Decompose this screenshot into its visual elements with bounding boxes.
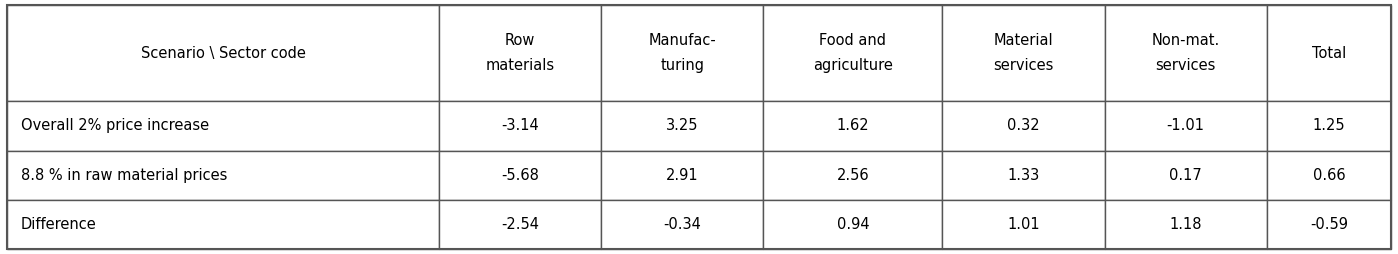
Text: 1.33: 1.33 [1008, 168, 1040, 183]
Bar [1104, 200, 1267, 249]
Bar [942, 101, 1104, 151]
Bar [942, 200, 1104, 249]
Text: -3.14: -3.14 [502, 118, 540, 134]
Text: 3.25: 3.25 [665, 118, 699, 134]
Text: -0.59: -0.59 [1310, 217, 1348, 232]
Bar [7, 101, 439, 151]
Text: 2.56: 2.56 [836, 168, 870, 183]
Text: 1.62: 1.62 [836, 118, 870, 134]
Bar [763, 5, 942, 101]
Text: Overall 2% price increase: Overall 2% price increase [21, 118, 210, 134]
Text: -0.34: -0.34 [664, 217, 702, 232]
Bar [763, 101, 942, 151]
Bar [601, 5, 763, 101]
Bar [1267, 151, 1391, 200]
Bar [1104, 101, 1267, 151]
Text: Food and
agriculture: Food and agriculture [812, 34, 893, 73]
Text: 0.94: 0.94 [836, 217, 870, 232]
Text: 1.25: 1.25 [1313, 118, 1345, 134]
Text: Scenario \ Sector code: Scenario \ Sector code [141, 46, 305, 61]
Bar [942, 151, 1104, 200]
Text: 1.18: 1.18 [1169, 217, 1202, 232]
Text: Row
materials: Row materials [485, 34, 555, 73]
Bar [942, 5, 1104, 101]
Text: -5.68: -5.68 [502, 168, 540, 183]
Text: Non-mat.
services: Non-mat. services [1152, 34, 1219, 73]
Bar [601, 101, 763, 151]
Text: 1.01: 1.01 [1007, 217, 1040, 232]
Text: -1.01: -1.01 [1166, 118, 1205, 134]
Bar [439, 200, 601, 249]
Bar [1267, 200, 1391, 249]
Text: 2.91: 2.91 [665, 168, 699, 183]
Bar [601, 151, 763, 200]
Bar [439, 5, 601, 101]
Bar [763, 200, 942, 249]
Text: -2.54: -2.54 [500, 217, 540, 232]
Bar [1104, 5, 1267, 101]
Bar [439, 151, 601, 200]
Text: 0.66: 0.66 [1313, 168, 1345, 183]
Bar [1267, 101, 1391, 151]
Text: 8.8 % in raw material prices: 8.8 % in raw material prices [21, 168, 228, 183]
Bar [7, 200, 439, 249]
Bar [7, 5, 439, 101]
Bar [601, 200, 763, 249]
Text: 0.32: 0.32 [1007, 118, 1040, 134]
Text: Total: Total [1311, 46, 1346, 61]
Bar [1267, 5, 1391, 101]
Bar [7, 151, 439, 200]
Bar [763, 151, 942, 200]
Text: Material
services: Material services [993, 34, 1054, 73]
Text: 0.17: 0.17 [1169, 168, 1202, 183]
Text: Difference: Difference [21, 217, 96, 232]
Bar [439, 101, 601, 151]
Bar [1104, 151, 1267, 200]
Text: Manufac-
turing: Manufac- turing [649, 34, 716, 73]
